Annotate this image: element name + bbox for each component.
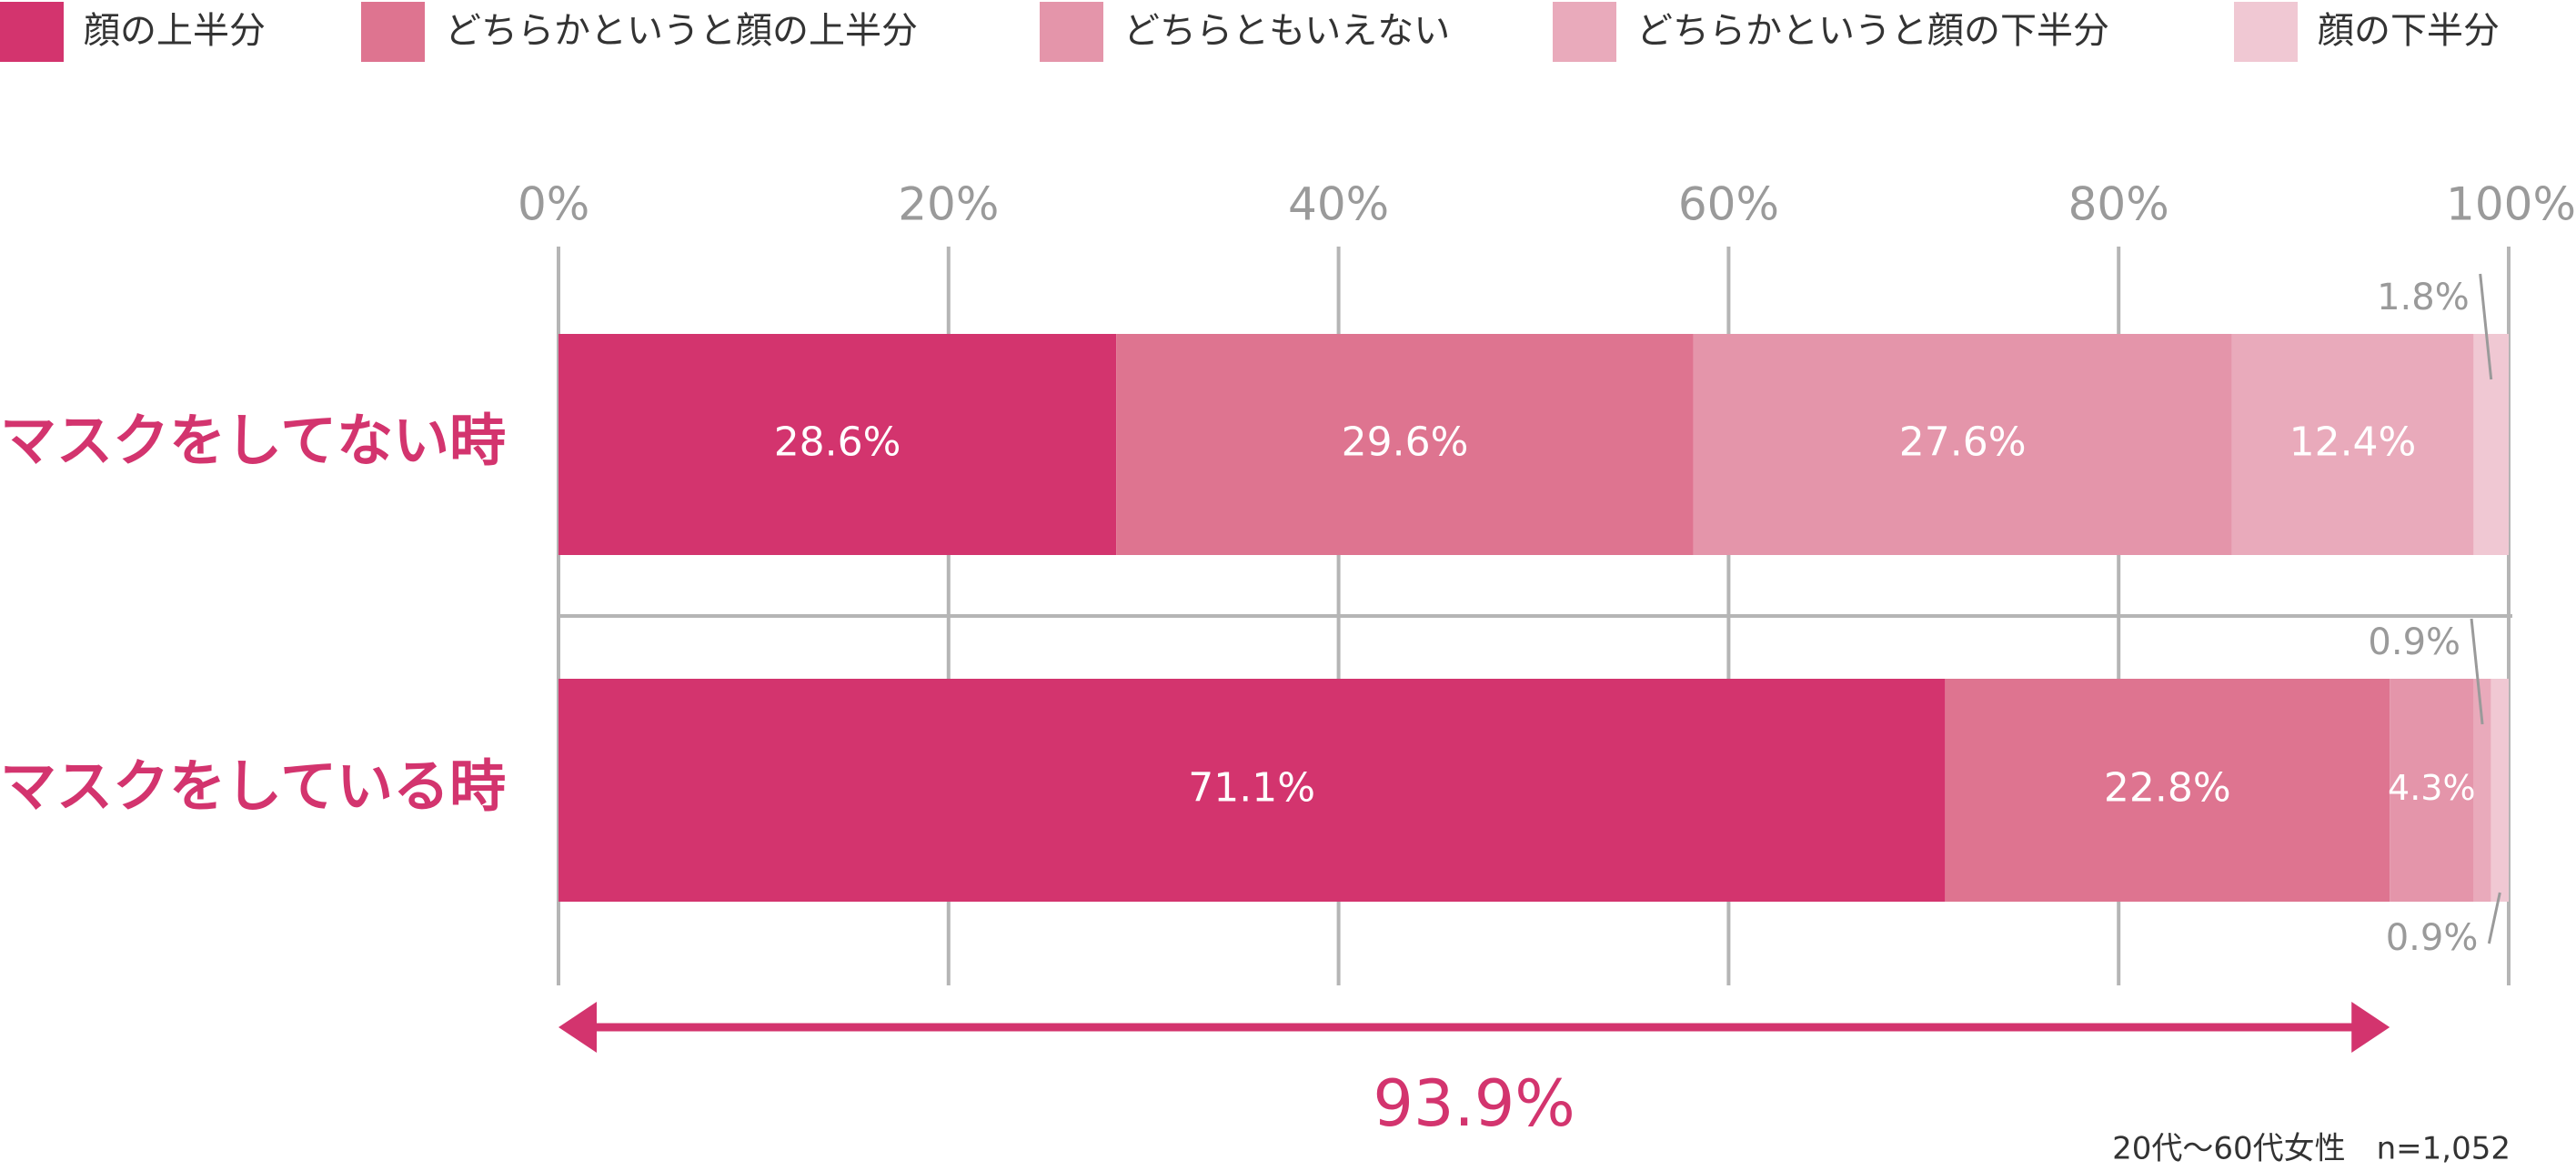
value-label: 28.6%: [774, 419, 901, 466]
x-tick-label: 100%: [2446, 178, 2576, 231]
value-label: 0.9%: [2368, 621, 2460, 663]
arrow-head: [558, 1002, 597, 1053]
value-label: 29.6%: [1342, 419, 1469, 466]
legend-label: 顔の下半分: [2318, 10, 2500, 52]
x-tick-label: 80%: [2068, 178, 2169, 231]
bar-segment: [1116, 334, 1694, 555]
leader-line: [2470, 618, 2484, 725]
legend-swatch: [2234, 2, 2298, 62]
value-label: 12.4%: [2289, 419, 2417, 466]
bar-segment: [1945, 679, 2390, 902]
bar-segment: [2473, 679, 2491, 902]
legend-swatch: [0, 2, 64, 62]
annotation-label: 93.9%: [1373, 1066, 1575, 1141]
legend-swatch: [361, 2, 425, 62]
x-tick-label: 20%: [898, 178, 999, 231]
category-label: マスクをしてない時: [0, 408, 506, 474]
category-label: マスクをしている時: [0, 753, 506, 820]
value-label: 22.8%: [2104, 765, 2231, 812]
bar-segment: [1693, 334, 2232, 555]
value-label: 1.8%: [2377, 277, 2470, 318]
legend-swatch: [1040, 2, 1103, 62]
leader-line: [2487, 892, 2501, 944]
bar-segment: [2231, 334, 2474, 555]
legend-label: どちらともいえない: [1123, 10, 1450, 52]
legend-label: どちらかというと顔の上半分: [445, 10, 918, 52]
value-label: 71.1%: [1188, 765, 1315, 812]
bar-segment: [558, 679, 1946, 902]
legend-swatch: [1553, 2, 1616, 62]
x-tick-label: 0%: [518, 178, 589, 231]
bar-segment: [2390, 679, 2474, 902]
leader-line: [2479, 273, 2493, 380]
note: 20代〜60代女性 n=1,052: [2112, 1131, 2511, 1167]
x-tick-label: 60%: [1678, 178, 1779, 231]
bar-segment: [558, 334, 1117, 555]
value-label: 27.6%: [1899, 419, 2027, 466]
legend-label: どちらかというと顔の下半分: [1636, 10, 2109, 52]
bar-segment: [2490, 679, 2509, 902]
value-label: 4.3%: [2388, 768, 2476, 808]
legend-label: 顔の上半分: [84, 10, 266, 52]
x-tick-label: 40%: [1288, 178, 1389, 231]
value-label: 0.9%: [2386, 917, 2479, 959]
arrow-head: [2351, 1002, 2390, 1053]
